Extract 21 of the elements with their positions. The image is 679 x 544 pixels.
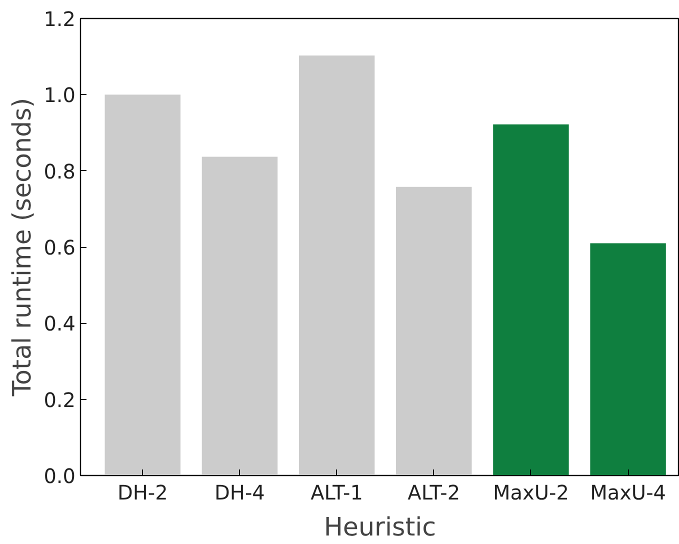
y-axis-title: Total runtime (seconds) [6,98,37,398]
y-tick-label: 0.2 [44,388,76,412]
x-tick-label: MaxU-4 [590,480,666,504]
x-tick-label: DH-4 [214,480,265,504]
x-tick-label: ALT-2 [408,480,460,504]
bar [202,156,278,476]
y-tick-label: 0.6 [44,236,76,260]
bar [493,124,569,476]
y-tick-label: 0.0 [44,464,76,488]
x-tick-label: MaxU-2 [493,480,569,504]
bar [590,243,666,476]
y-tick-label: 1.2 [44,7,76,31]
bar [396,186,472,476]
x-tick-label: ALT-1 [310,480,364,504]
y-tick-label: 1.0 [44,83,76,108]
x-axis-title: Heuristic [324,512,436,542]
x-tick-label: DH-2 [117,480,168,504]
y-tick-label: 0.4 [44,312,76,336]
bar [298,55,375,476]
y-tick-label: 0.8 [44,159,76,184]
bar [104,94,180,476]
